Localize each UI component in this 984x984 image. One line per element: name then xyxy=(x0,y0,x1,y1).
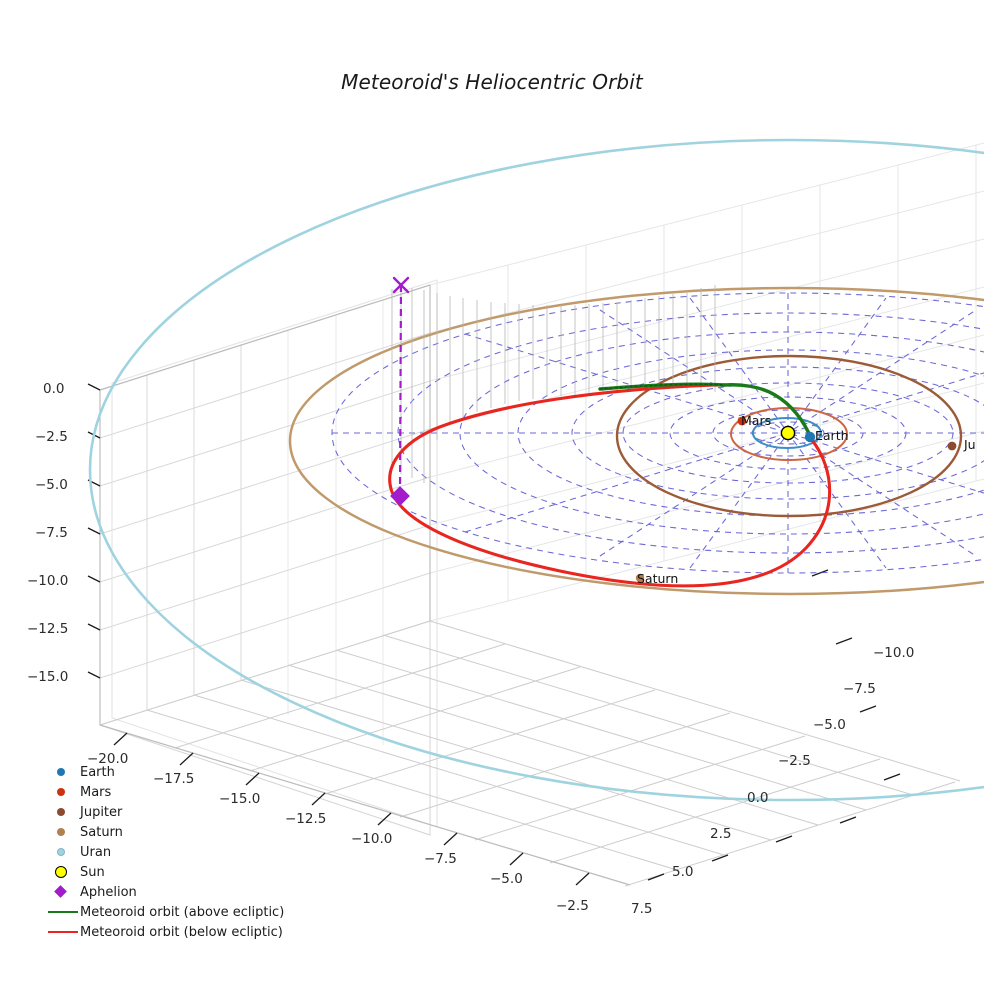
legend-item-aphelion[interactable]: Aphelion xyxy=(46,882,346,902)
planet-markers xyxy=(635,416,957,583)
orbit-below-line-icon xyxy=(46,922,80,942)
legend-label-jupiter: Jupiter xyxy=(80,804,123,820)
x-tick-1: −17.5 xyxy=(153,771,195,787)
pane-left-wall xyxy=(99,279,438,836)
x-tick-5: −7.5 xyxy=(424,851,457,867)
marker-sun xyxy=(780,425,796,441)
y-tick-3: −2.5 xyxy=(778,753,811,769)
orbit-stems xyxy=(391,285,716,483)
axes-spines xyxy=(99,284,631,886)
tick-marks xyxy=(87,383,901,886)
y-tick-5: 2.5 xyxy=(710,826,732,842)
saturn-marker-icon xyxy=(46,822,80,842)
legend-item-jupiter[interactable]: Jupiter xyxy=(46,802,346,822)
x-tick-6: −5.0 xyxy=(490,871,523,887)
legend-label-sun: Sun xyxy=(80,864,105,880)
z-tick-3: −7.5 xyxy=(35,525,68,541)
legend-label-saturn: Saturn xyxy=(80,824,123,840)
page-title: Meteoroid's Heliocentric Orbit xyxy=(341,70,643,94)
orbit-jupiter xyxy=(615,354,963,518)
x-tick-0: −20.0 xyxy=(87,751,129,767)
uran-marker-icon xyxy=(46,842,80,862)
marker-mars xyxy=(737,416,747,426)
x-tick-2: −15.0 xyxy=(219,791,261,807)
orbit-above-line-icon xyxy=(46,902,80,922)
earth-marker-icon xyxy=(46,762,80,782)
x-tick-7: −2.5 xyxy=(556,898,589,914)
legend-label-aphelion: Aphelion xyxy=(80,884,137,900)
aphelion-x-icon xyxy=(392,276,410,294)
legend-item-sun[interactable]: Sun xyxy=(46,862,346,882)
mars-marker-icon xyxy=(46,782,80,802)
y-tick-2: −5.0 xyxy=(813,717,846,733)
marker-jupiter xyxy=(947,441,957,451)
legend-label-earth: Earth xyxy=(80,764,115,780)
orbit-meteoroid-below xyxy=(388,383,832,588)
jupiter-marker-icon xyxy=(46,802,80,822)
y-tick-6: 5.0 xyxy=(672,864,694,880)
aphelion-marker-icon xyxy=(46,882,80,902)
legend-item-mars[interactable]: Mars xyxy=(46,782,346,802)
legend-item-orbit-above[interactable]: Meteoroid orbit (above ecliptic) xyxy=(46,902,346,922)
aphelion-diamond-icon xyxy=(390,486,410,506)
orbit-meteoroid-above xyxy=(598,382,814,442)
label-jupiter: Ju xyxy=(964,437,976,452)
marker-saturn xyxy=(635,573,645,583)
legend-label-mars: Mars xyxy=(80,784,112,800)
label-earth: Earth xyxy=(815,428,849,443)
legend-label-orbit-below: Meteoroid orbit (below ecliptic) xyxy=(80,924,283,940)
marker-earth xyxy=(804,431,816,443)
label-mars: Mars xyxy=(741,413,772,428)
x-tick-4: −10.0 xyxy=(351,831,393,847)
z-tick-1: −2.5 xyxy=(35,429,68,445)
label-saturn: Saturn xyxy=(637,571,679,586)
orbit-saturn xyxy=(288,286,984,596)
y-tick-4: 0.0 xyxy=(747,790,769,806)
x-tick-3: −12.5 xyxy=(285,811,327,827)
orbit-mars xyxy=(730,407,848,461)
legend-label-uran: Uran xyxy=(80,844,112,860)
aphelion-group xyxy=(390,276,410,506)
z-tick-2: −5.0 xyxy=(35,477,68,493)
sun-marker-icon xyxy=(46,862,80,882)
z-tick-4: −10.0 xyxy=(27,573,69,589)
legend-item-saturn[interactable]: Saturn xyxy=(46,822,346,842)
legend-item-orbit-below[interactable]: Meteoroid orbit (below ecliptic) xyxy=(46,922,346,942)
y-tick-7: 7.5 xyxy=(631,901,653,917)
z-tick-0: 0.0 xyxy=(43,381,65,397)
legend: Earth Mars Jupiter Saturn Uran xyxy=(46,762,346,942)
legend-item-uran[interactable]: Uran xyxy=(46,842,346,862)
y-tick-0: −10.0 xyxy=(873,645,915,661)
y-tick-1: −7.5 xyxy=(843,681,876,697)
pane-back-wall xyxy=(429,142,984,622)
z-tick-5: −12.5 xyxy=(27,621,69,637)
legend-item-earth[interactable]: Earth xyxy=(46,762,346,782)
orbit-uran xyxy=(88,138,984,802)
legend-label-orbit-above: Meteoroid orbit (above ecliptic) xyxy=(80,904,285,920)
z-tick-6: −15.0 xyxy=(27,669,69,685)
orbit-earth xyxy=(752,417,822,449)
